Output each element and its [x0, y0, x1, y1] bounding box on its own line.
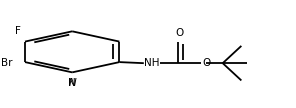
Text: O: O	[203, 58, 211, 68]
Text: Br: Br	[1, 58, 12, 68]
Text: F: F	[15, 26, 21, 36]
Text: N: N	[68, 78, 76, 88]
Text: O: O	[176, 28, 184, 38]
Text: NH: NH	[144, 58, 159, 68]
Text: N: N	[68, 78, 76, 88]
